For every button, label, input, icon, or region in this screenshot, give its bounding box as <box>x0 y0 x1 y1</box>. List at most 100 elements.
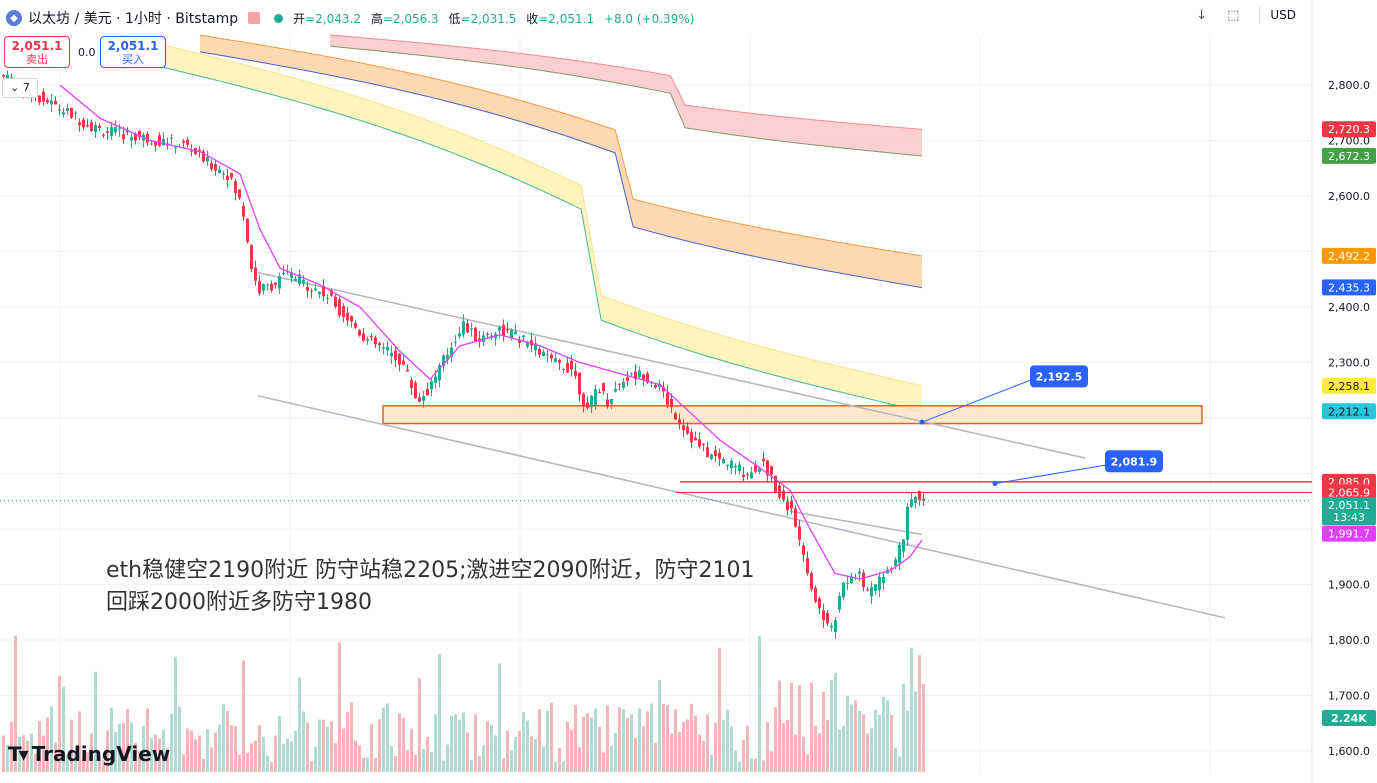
candle <box>430 381 433 390</box>
volume-bar <box>830 680 833 772</box>
candle <box>38 95 41 103</box>
volume-bar <box>174 656 177 772</box>
candle <box>550 354 553 359</box>
volume-bar <box>746 725 749 772</box>
candle <box>518 339 521 343</box>
candle <box>654 385 657 388</box>
candle <box>190 150 193 152</box>
price-tag-label: 1,991.7 <box>1328 528 1370 541</box>
volume-bar <box>150 737 153 772</box>
candle <box>626 377 629 381</box>
candle <box>214 164 217 171</box>
volume-bar <box>374 758 377 772</box>
candle <box>382 347 385 349</box>
candle <box>390 352 393 357</box>
candle <box>794 508 797 527</box>
ribbon-red <box>330 35 922 157</box>
volume-bar <box>870 727 873 772</box>
candle <box>458 333 461 337</box>
candle <box>374 337 377 345</box>
y-tick-label: 1,800.0 <box>1328 634 1370 647</box>
ribbon-yellow <box>120 35 922 412</box>
candle <box>646 373 649 383</box>
candle <box>742 474 745 477</box>
volume-bar <box>682 722 685 772</box>
price-tag <box>1322 403 1376 420</box>
volume-bar <box>142 726 145 772</box>
candle <box>218 169 221 174</box>
volume-bar <box>346 711 349 772</box>
flag-icon[interactable] <box>248 12 261 24</box>
candle <box>302 279 305 284</box>
volume-bar <box>226 711 229 772</box>
candle <box>422 395 425 401</box>
indicator-collapse-button[interactable]: ⌄ 7 <box>2 78 38 98</box>
volume-bar <box>782 723 785 772</box>
fullscreen-icon[interactable]: ⬚ <box>1227 7 1240 23</box>
candle <box>122 134 125 140</box>
candle <box>114 127 117 133</box>
volume-bar <box>262 736 265 772</box>
candle <box>846 582 849 584</box>
volume-bar <box>678 732 681 772</box>
volume-bar <box>442 760 445 772</box>
tradingview-logo-icon: ꓔ▾ <box>8 742 29 766</box>
volume-bar <box>614 732 617 772</box>
volume-bar <box>710 754 713 772</box>
chart-annotation[interactable]: eth稳健空2190附近 防守站稳2205;激进空2090附近，防守2101 回… <box>106 558 755 615</box>
candle <box>530 340 533 346</box>
volume-bar <box>626 718 629 772</box>
volume-bar <box>798 685 801 772</box>
price-tag <box>1322 247 1376 264</box>
candle <box>570 360 573 370</box>
candle <box>706 447 709 458</box>
currency-select[interactable]: USD <box>1259 6 1310 24</box>
volume-bar <box>810 682 813 772</box>
candle <box>154 141 157 146</box>
change-value: +8.0 (+0.39%) <box>603 11 695 26</box>
candle <box>242 205 245 217</box>
callout-box <box>1105 450 1163 473</box>
volume-bar <box>422 748 425 772</box>
volume-bar <box>130 722 133 772</box>
price-tag <box>1322 484 1376 501</box>
candle <box>258 281 261 294</box>
volume-tag <box>1322 710 1376 726</box>
volume-bar <box>598 727 601 772</box>
volume-bar <box>382 707 385 772</box>
candle <box>734 465 737 468</box>
candle <box>234 181 237 194</box>
volume-bar <box>570 729 573 772</box>
candle <box>130 137 133 141</box>
candle <box>310 290 313 292</box>
candle <box>702 443 705 446</box>
volume-bar <box>318 719 321 772</box>
candle <box>278 276 281 289</box>
candle <box>202 151 205 162</box>
candle <box>786 501 789 511</box>
volume-bar <box>886 700 889 772</box>
y-tick-label: 2,800.0 <box>1328 79 1370 92</box>
candle <box>714 450 717 457</box>
symbol-title[interactable]: 以太坊 / 美元 · 1小时 · Bitstamp <box>28 11 239 27</box>
volume-bar <box>562 761 565 772</box>
price-tag <box>1322 525 1376 542</box>
candle <box>710 454 713 459</box>
volume-bar <box>486 721 489 772</box>
candle <box>314 288 317 291</box>
volume-bar <box>434 714 437 772</box>
candle <box>658 383 661 388</box>
candle <box>582 393 585 407</box>
download-icon[interactable]: ↓ <box>1196 7 1208 23</box>
volume-bar <box>770 751 773 772</box>
volume-bar <box>594 708 597 772</box>
volume-bar <box>322 719 325 772</box>
buy-button[interactable]: 2,051.1 买入 <box>100 36 166 68</box>
candle <box>394 350 397 361</box>
candle <box>118 128 121 130</box>
candle <box>62 112 65 115</box>
candle <box>210 163 213 170</box>
sell-button[interactable]: 2,051.1 卖出 <box>4 36 70 68</box>
volume-bar <box>566 721 569 772</box>
